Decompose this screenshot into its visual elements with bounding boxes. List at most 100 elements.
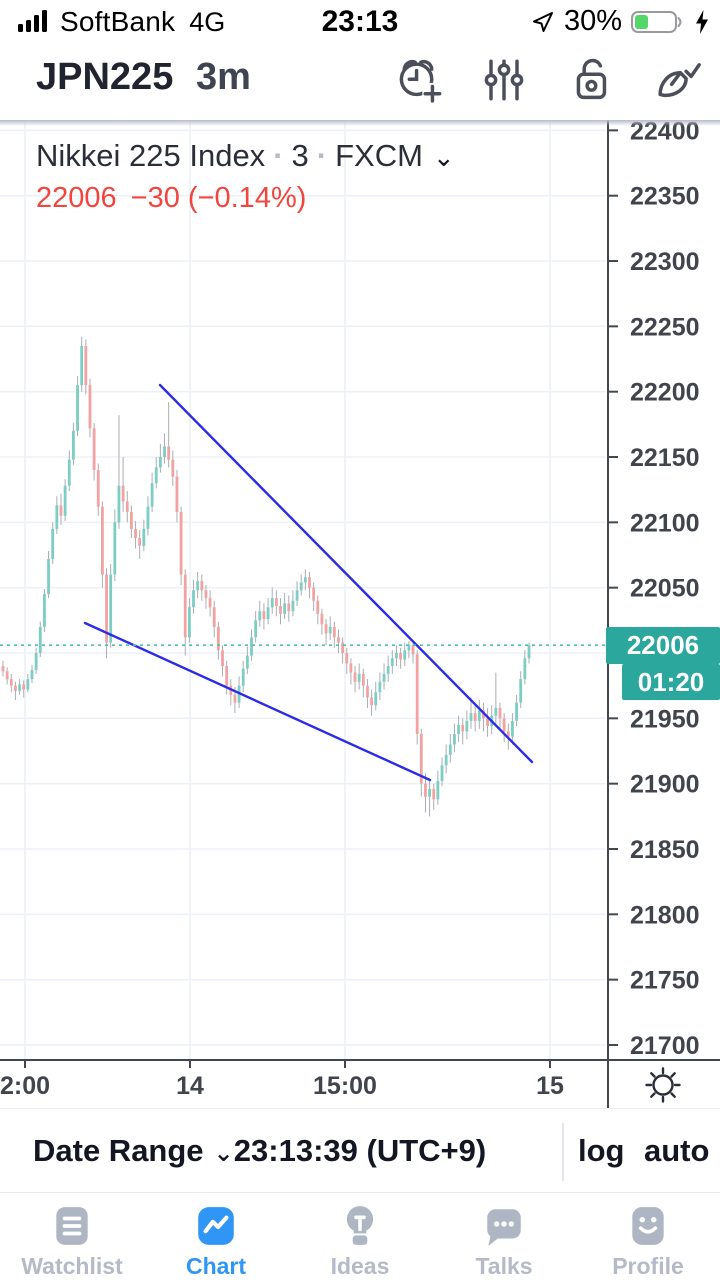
candle-body [138,538,142,546]
candle-body [163,446,166,458]
carrier-label: SoftBank [60,6,176,37]
candle-body [245,655,249,669]
x-axis-label: 15 [536,1072,564,1100]
candle-body [324,624,328,634]
y-axis-label: 21750 [630,967,700,995]
candle-body [154,467,158,484]
candle-body [411,645,415,655]
y-axis-label: 22150 [630,444,700,472]
candle-body [461,724,465,732]
tab-chart-label: Chart [185,1253,247,1279]
tab-profile[interactable]: Profile [576,1193,720,1280]
theme-toggle-button[interactable] [638,1062,688,1108]
y-axis-label: 21850 [630,836,700,864]
candle-body [291,600,295,612]
interval-button[interactable]: 3m [196,56,251,98]
tab-watchlist[interactable]: Watchlist [0,1193,144,1280]
log-scale-button[interactable]: log [578,1133,625,1168]
candle-body [117,485,121,523]
lock-button[interactable] [564,52,616,108]
candle-body [303,577,307,583]
ideas-icon [346,1206,374,1245]
candle-body [308,577,311,588]
candle-body [134,528,137,539]
candle-body [43,594,46,627]
draw-button[interactable] [650,52,702,108]
candle-body [142,528,146,546]
status-bar: SoftBank 4G 23:13 30% [0,0,720,40]
candle-body [216,626,220,651]
candle-body [403,650,407,660]
chart-toolbar: Date Range ⌄ 23:13:39 (UTC+9) log auto [0,1108,720,1192]
candle-body [34,653,38,670]
alarm-add-button[interactable] [392,52,444,108]
legend-interval: 3 [291,138,309,173]
candle-body [22,684,26,690]
candle-body [72,430,75,460]
auto-scale-button[interactable]: auto [644,1133,710,1168]
candle-body [270,598,274,608]
candle-body [287,603,291,612]
candle-body [171,459,175,477]
candle-body [200,581,204,591]
candle-body [320,613,324,625]
last-price-label: 22006 [36,182,117,214]
tab-talks[interactable]: Talks [432,1193,576,1280]
candle-body [84,345,88,386]
date-range-button[interactable]: Date Range ⌄ [33,1133,234,1168]
chart-icon [198,1207,234,1245]
trendlines [0,383,608,782]
candlestick-chart[interactable]: 2240022350223002225022200221502210022050… [0,120,720,1108]
candle-body [63,485,67,516]
tab-watchlist-label: Watchlist [21,1253,123,1279]
candle-body [204,590,208,599]
chart-header: JPN225 3m [0,40,720,120]
tab-profile-label: Profile [612,1253,684,1279]
candle-body [18,684,21,691]
candle-body [341,642,345,653]
candle-body [47,558,50,595]
candle-body [158,457,162,468]
candle-body [378,681,382,693]
candle-body [370,697,374,706]
candle-body [390,658,394,667]
talks-icon [487,1209,521,1246]
candle-body [332,626,336,638]
charging-bolt-icon [696,9,708,34]
candle-body [96,470,100,507]
candle-body [453,734,456,745]
indicators-button[interactable] [478,52,530,108]
x-axis-label: 14 [176,1072,204,1100]
candle-body [469,713,473,721]
candle-body [502,718,506,732]
chart-legend[interactable]: Nikkei 225 Index · 3 · FXCM ⌄ [36,138,455,173]
candle-body [109,574,113,643]
header-shadow [0,120,720,126]
candle-body [250,637,253,656]
candle-body [129,511,133,529]
candle-body [92,428,96,471]
candle-body [101,506,104,575]
candle-body [312,587,316,601]
candle-body [113,522,117,575]
candle-body [9,679,13,686]
y-axis-label: 22200 [630,379,700,407]
battery-percent-label: 30% [563,5,622,37]
candle-body [187,607,191,638]
symbol-button[interactable]: JPN225 [36,56,174,98]
candle-body [444,754,448,766]
candle-body [498,707,502,719]
candle-body [283,603,287,614]
candle-body [14,685,17,691]
bar-countdown-badge: 01:20 [622,664,720,700]
tab-ideas[interactable]: Ideas [288,1193,432,1280]
tab-chart[interactable]: Chart [144,1193,288,1280]
candle-body [175,476,179,512]
candle-body [399,653,403,660]
candle-body [353,672,357,682]
candle-body [448,744,452,755]
candle-body [357,673,361,682]
profile-icon [632,1207,664,1245]
candle-body [88,385,92,429]
candle-body [192,590,195,608]
